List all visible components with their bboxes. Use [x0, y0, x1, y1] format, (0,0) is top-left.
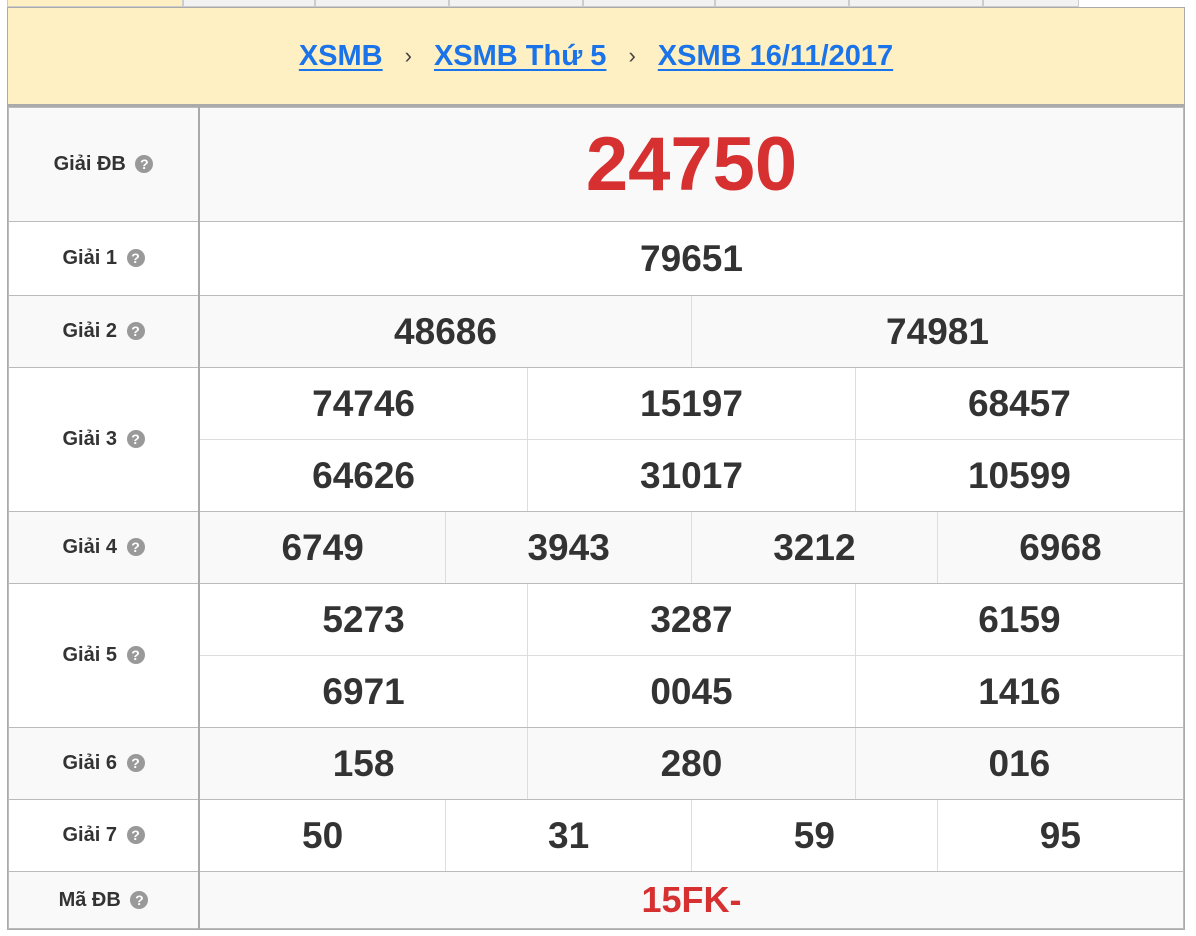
prize-number: 74746 [312, 382, 416, 424]
prize-number: 15FK- [200, 872, 1183, 928]
prize-number: 15197 [527, 368, 856, 440]
prize-label: Giải 1 ? [8, 221, 200, 296]
breadcrumb-link-weekday[interactable]: XSMB Thứ 5 [433, 39, 607, 72]
prize-row-g7: Giải 7 ? 50 31 59 95 [8, 799, 1184, 872]
prize-label-text: Giải 5 [62, 644, 117, 666]
tab[interactable] [183, 0, 315, 7]
prize-number: 1416 [854, 655, 1183, 727]
prize-label: Giải 6 ? [8, 727, 200, 800]
prize-number: 158 [200, 728, 528, 799]
help-icon[interactable]: ? [126, 826, 145, 844]
prize-number: 59 [691, 800, 938, 871]
prize-number: 95 [936, 800, 1183, 871]
prize-label: Giải ĐB ? [8, 107, 200, 222]
prize-number: 280 [527, 728, 856, 799]
tab[interactable] [315, 0, 449, 7]
prize-label-text: Giải 2 [62, 320, 117, 342]
top-tabs [7, 0, 1079, 7]
breadcrumb-link-xsmb[interactable]: XSMB [298, 39, 383, 72]
tab[interactable] [715, 0, 849, 7]
prize-row-g6: Giải 6 ? 158 280 016 [8, 727, 1184, 800]
tab[interactable] [849, 0, 983, 7]
breadcrumb: XSMB › XSMB Thứ 5 › XSMB 16/11/2017 [8, 8, 1184, 107]
prize-row-g4: Giải 4 ? 6749 3943 3212 6968 [8, 511, 1184, 584]
prize-number: 48686 [200, 296, 692, 367]
prize-row-g2: Giải 2 ? 48686 74981 [8, 295, 1184, 368]
tab[interactable] [7, 0, 183, 7]
prize-label: Giải 5 ? [8, 583, 200, 728]
help-icon[interactable]: ? [126, 249, 145, 267]
prize-label: Giải 4 ? [8, 511, 200, 584]
breadcrumb-link-date[interactable]: XSMB 16/11/2017 [657, 39, 894, 72]
help-icon[interactable]: ? [126, 430, 145, 448]
prize-number: 3943 [445, 512, 692, 583]
prize-number: 5273 [322, 598, 405, 640]
prize-label-text: Giải 4 [62, 536, 117, 558]
chevron-right-icon: › [628, 43, 636, 68]
prize-number: 3287 [527, 584, 856, 656]
help-icon[interactable]: ? [126, 322, 145, 340]
prize-row-db: Giải ĐB ? 24750 [8, 107, 1184, 222]
prize-number: 24750 [200, 108, 1183, 221]
prize-number: 10599 [854, 439, 1183, 511]
results-panel: XSMB › XSMB Thứ 5 › XSMB 16/11/2017 Giải… [7, 7, 1185, 930]
prize-number: 31 [445, 800, 692, 871]
help-icon[interactable]: ? [126, 646, 145, 664]
prize-number: 50 [302, 814, 344, 856]
prize-number: 016 [854, 728, 1183, 799]
prize-label-text: Giải 1 [62, 247, 117, 269]
prize-label-text: Giải 3 [62, 428, 117, 450]
prize-number: 6159 [854, 584, 1183, 656]
tab[interactable] [983, 0, 1079, 7]
prize-label: Giải 3 ? [8, 367, 200, 512]
help-icon[interactable]: ? [135, 155, 154, 173]
prize-number: 31017 [527, 439, 856, 511]
prize-row-g3: Giải 3 ? 74746 15197 68457 64626 31017 10599 [8, 367, 1184, 512]
prize-number: 6749 [200, 512, 446, 583]
prize-row-g1: Giải 1 ? 79651 [8, 221, 1184, 296]
prize-number: 64626 [200, 439, 528, 511]
help-icon[interactable]: ? [130, 890, 149, 909]
prize-number: 68457 [854, 368, 1183, 440]
help-icon[interactable]: ? [126, 538, 145, 556]
prize-label-text: Giải 7 [62, 824, 117, 846]
prize-number: 3212 [691, 512, 938, 583]
prize-label-text: Mã ĐB [58, 888, 121, 911]
prize-number: 6971 [200, 655, 528, 727]
tab[interactable] [449, 0, 583, 7]
prize-row-g5: Giải 5 ? 5273 3287 6159 6971 0045 1416 [8, 583, 1184, 728]
prize-label-text: Giải ĐB [53, 153, 126, 175]
tab[interactable] [583, 0, 715, 7]
results-table: Giải ĐB ? 24750 Giải 1 ? 79651 Giải 2 ? 48686… [8, 107, 1184, 929]
prize-number: 6968 [936, 512, 1183, 583]
help-icon[interactable]: ? [126, 754, 145, 772]
prize-row-ma: Mã ĐB ? 15FK- [8, 871, 1184, 929]
prize-label: Giải 2 ? [8, 295, 200, 368]
prize-number: 79651 [640, 237, 743, 279]
prize-label: Mã ĐB ? [8, 871, 200, 929]
prize-label: Giải 7 ? [8, 799, 200, 872]
prize-label-text: Giải 6 [62, 752, 117, 774]
chevron-right-icon: › [404, 43, 412, 68]
prize-number: 0045 [527, 655, 856, 727]
prize-number: 74981 [691, 296, 1183, 367]
